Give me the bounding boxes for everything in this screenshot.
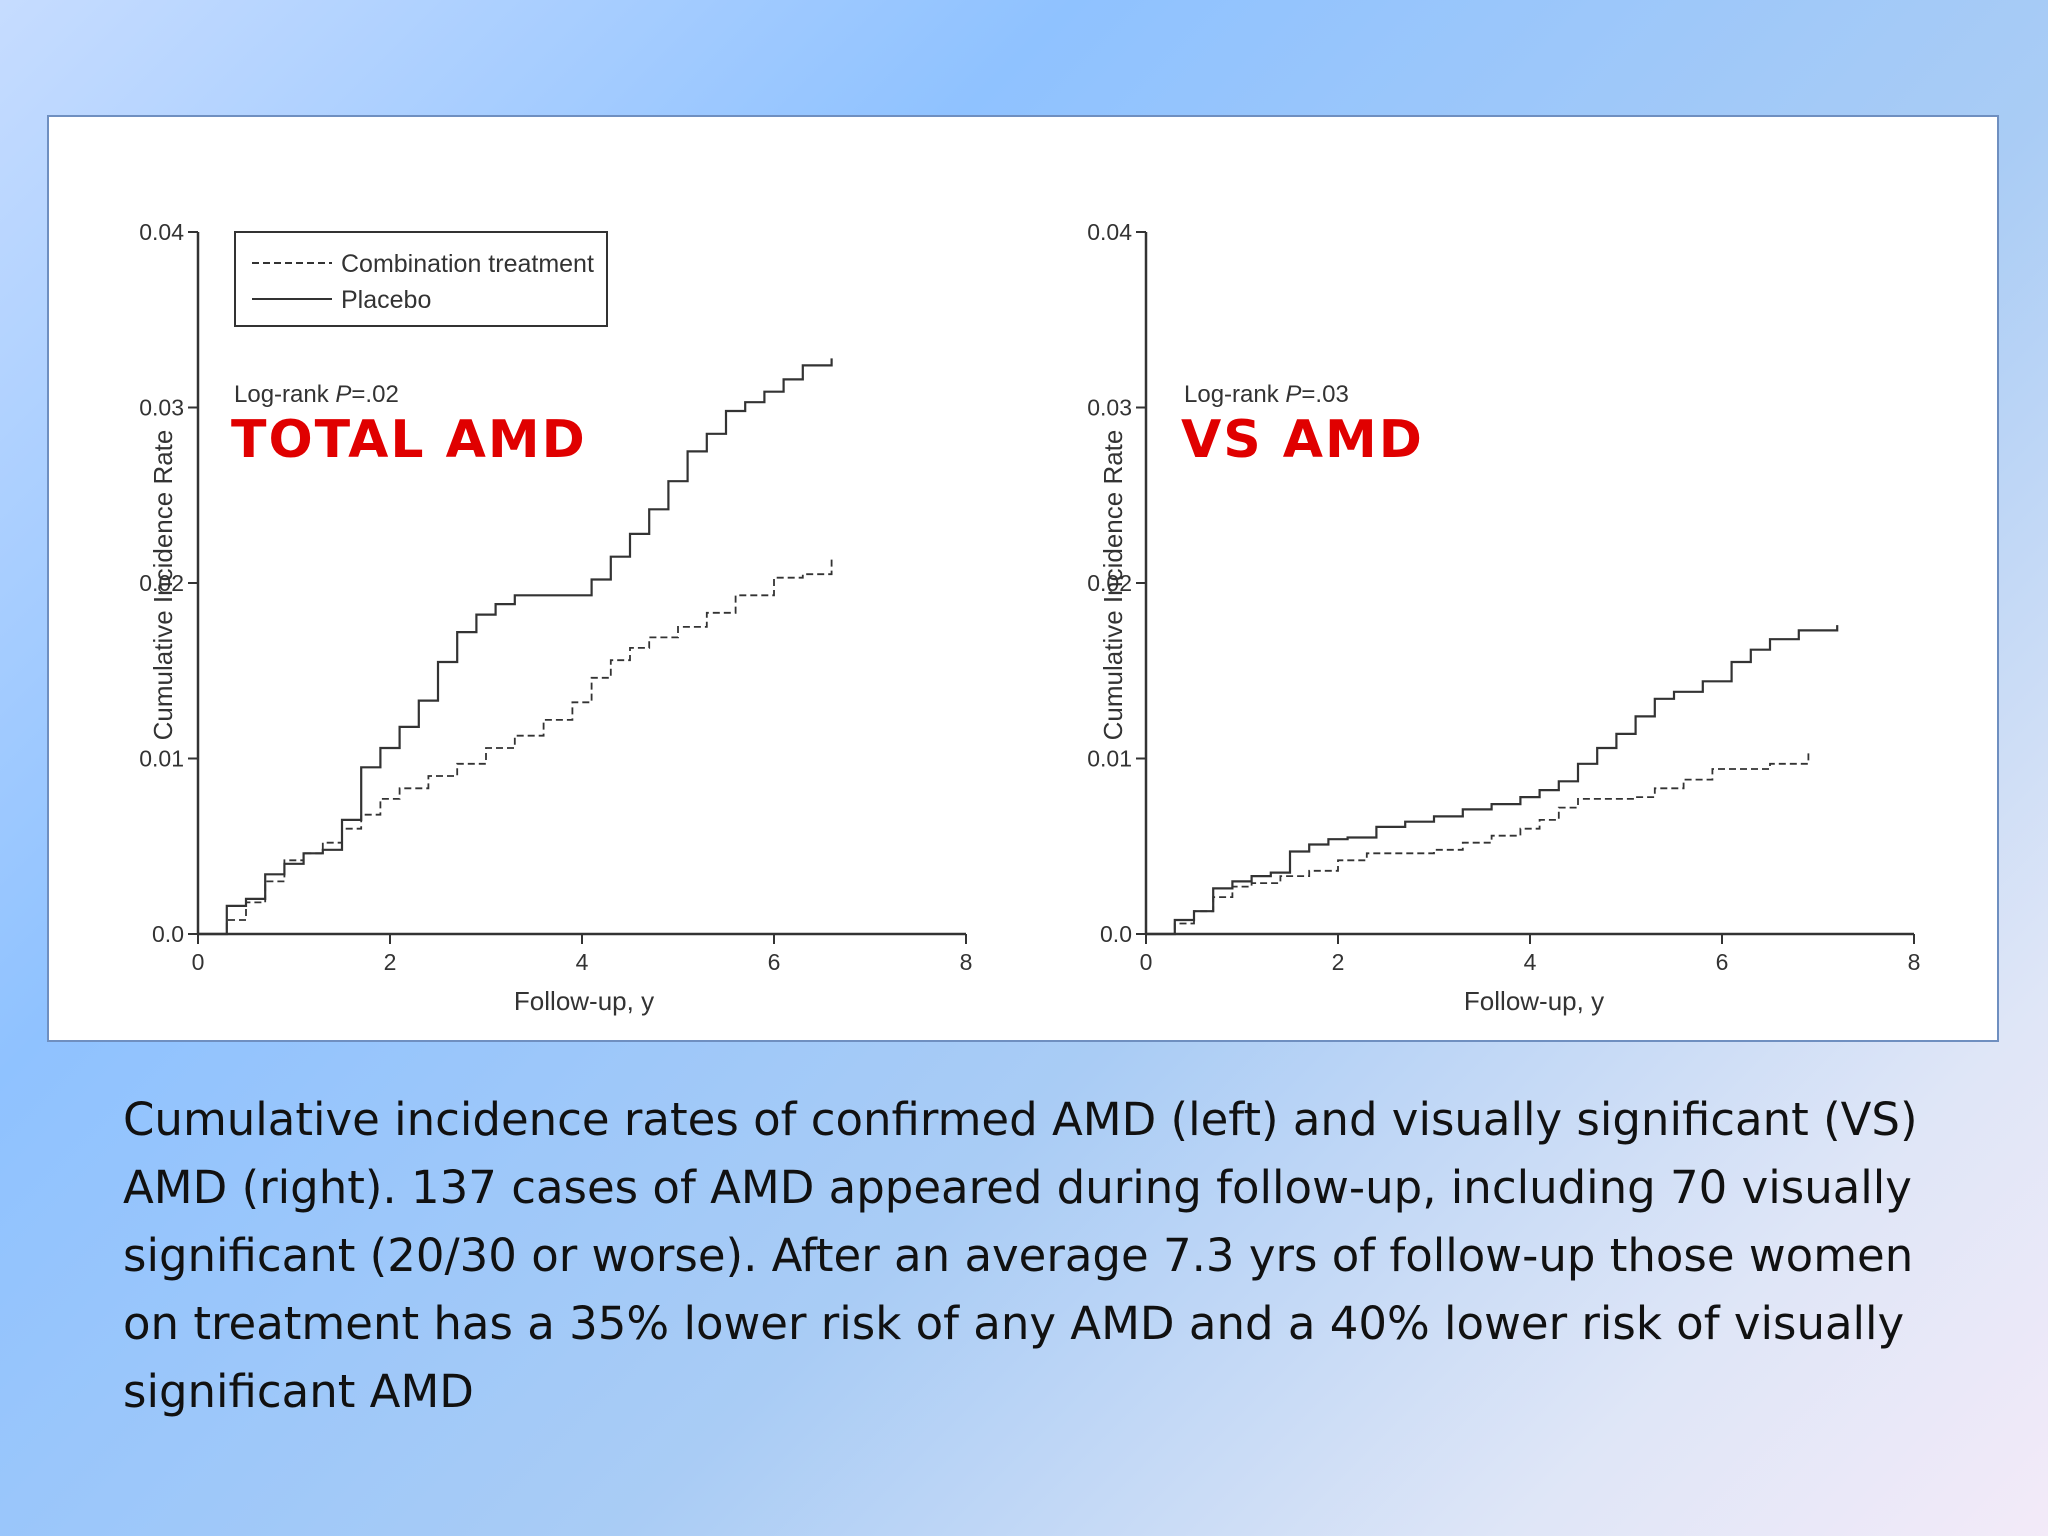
kaplan-meier-figure: Cumulative Incidence Rate Follow-up, y 0… xyxy=(139,219,1920,1016)
x-tick-label: 0 xyxy=(192,949,205,975)
pvalue-annotation: Log-rank P=.03 xyxy=(1184,381,1349,408)
total-amd-chart: Cumulative Incidence Rate Follow-up, y 0… xyxy=(139,219,972,1016)
x-axis-title: Follow-up, y xyxy=(1464,986,1604,1016)
legend-label-combination: Combination treatment xyxy=(341,250,594,278)
vs-amd-chart: Cumulative Incidence Rate Follow-up, y 0… xyxy=(1087,219,1920,1016)
x-tick-label: 2 xyxy=(1332,949,1345,975)
placebo-line xyxy=(198,358,833,936)
legend-box xyxy=(234,231,608,327)
combination-treatment-line xyxy=(198,556,833,935)
y-tick-label: 0.0 xyxy=(1100,921,1132,947)
y-tick-label: 0.04 xyxy=(139,219,184,245)
figure-panel: Cumulative Incidence Rate Follow-up, y 0… xyxy=(47,115,1999,1042)
x-tick-label: 4 xyxy=(1524,949,1537,975)
vs-amd-label: VS AMD xyxy=(1181,410,1424,470)
axis-ticks: 0.0 0.01 0.02 0.03 0.04 0 2 4 6 8 xyxy=(139,219,972,975)
total-amd-label: TOTAL AMD xyxy=(231,410,587,470)
pvalue-annotation: Log-rank P=.02 xyxy=(234,381,399,408)
combination-treatment-line xyxy=(1146,751,1810,935)
x-tick-label: 0 xyxy=(1140,949,1153,975)
x-tick-label: 6 xyxy=(768,949,781,975)
y-tick-label: 0.02 xyxy=(1087,570,1132,596)
y-tick-label: 0.04 xyxy=(1087,219,1132,245)
x-axis-title: Follow-up, y xyxy=(514,986,654,1016)
y-axis-title: Cumulative Incidence Rate xyxy=(1098,430,1128,741)
x-tick-label: 8 xyxy=(1908,949,1921,975)
x-tick-label: 6 xyxy=(1716,949,1729,975)
axis-ticks: 0.0 0.01 0.02 0.03 0.04 0 2 4 6 8 xyxy=(1087,219,1920,975)
y-tick-label: 0.01 xyxy=(1087,746,1132,772)
x-tick-label: 4 xyxy=(576,949,589,975)
y-tick-label: 0.01 xyxy=(139,746,184,772)
y-tick-label: 0.0 xyxy=(152,921,184,947)
figure-caption: Cumulative incidence rates of confirmed … xyxy=(123,1093,1918,1418)
series-layer xyxy=(198,358,833,936)
y-axis-title: Cumulative Incidence Rate xyxy=(148,430,178,741)
y-tick-label: 0.03 xyxy=(1087,395,1132,421)
legend-label-placebo: Placebo xyxy=(341,286,431,314)
x-tick-label: 2 xyxy=(384,949,397,975)
x-tick-label: 8 xyxy=(960,949,973,975)
y-tick-label: 0.03 xyxy=(139,395,184,421)
series-layer xyxy=(1146,625,1839,936)
y-tick-label: 0.02 xyxy=(139,570,184,596)
placebo-line xyxy=(1146,625,1839,936)
